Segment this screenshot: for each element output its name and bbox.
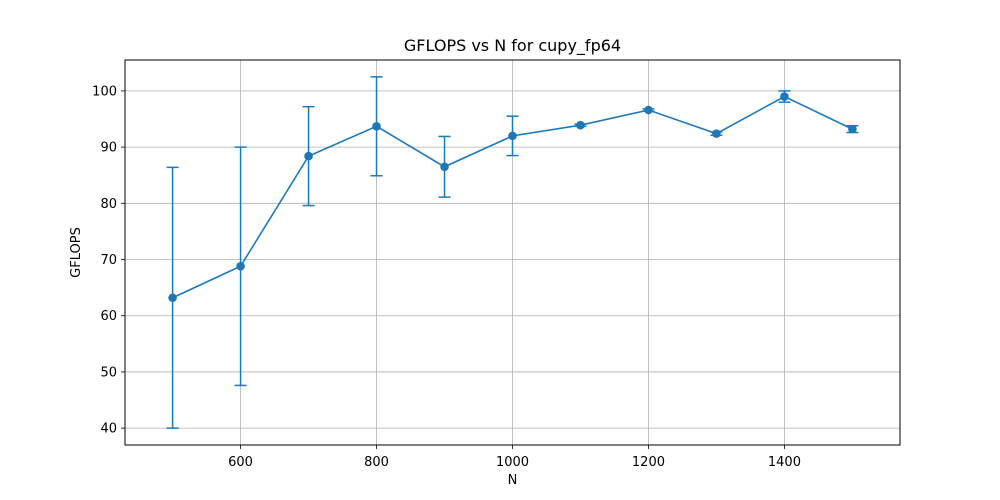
data-point <box>236 261 245 271</box>
chart-title: GFLOPS vs N for cupy_fp64 <box>404 36 621 56</box>
data-markers <box>168 92 857 303</box>
x-tick-label: 800 <box>364 455 389 470</box>
x-tick-label: 600 <box>228 455 253 470</box>
data-point <box>508 131 517 141</box>
data-point <box>372 122 381 131</box>
x-tick-label: 1400 <box>768 455 801 470</box>
y-tick-label: 100 <box>92 84 117 99</box>
y-tick-label: 80 <box>100 197 117 212</box>
y-tick-label: 70 <box>100 253 117 268</box>
y-tick-label: 90 <box>100 141 117 156</box>
data-point <box>848 124 857 134</box>
y-tick-label: 50 <box>100 365 117 380</box>
data-point <box>576 120 585 130</box>
y-tick-label: 60 <box>100 309 117 324</box>
x-tick-label: 1200 <box>632 455 665 470</box>
data-point <box>780 92 789 101</box>
y-tick-label: 40 <box>100 422 117 437</box>
x-axis-label: N <box>508 473 518 488</box>
data-point <box>644 105 653 115</box>
x-tick-label: 1000 <box>496 455 529 470</box>
data-point <box>168 293 177 303</box>
y-axis-label: GFLOPS <box>69 227 84 278</box>
x-axis-ticks: 600 800 1000 1200 1400 <box>228 445 801 470</box>
data-point <box>440 162 449 172</box>
data-point <box>712 129 721 138</box>
y-axis-ticks: 40 50 60 70 80 90 100 <box>92 84 125 437</box>
data-point <box>304 151 313 161</box>
